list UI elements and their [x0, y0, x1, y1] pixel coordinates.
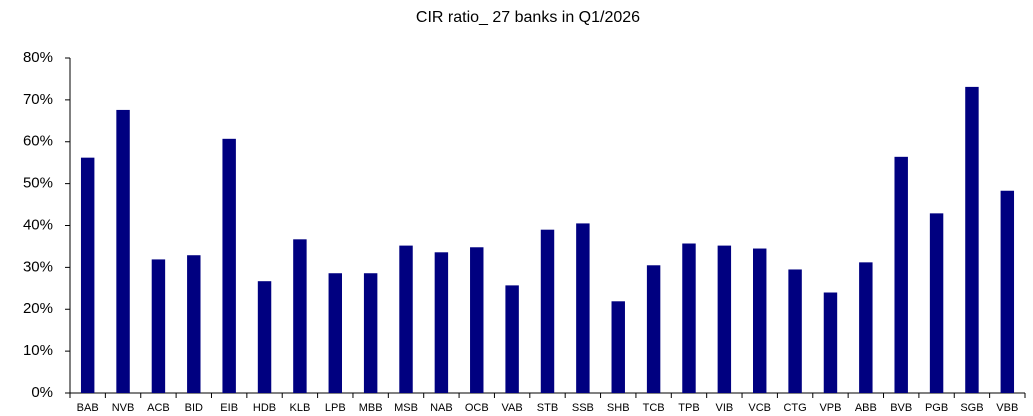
x-tick-label: BVB — [890, 402, 912, 414]
x-tick-label: MBB — [359, 402, 383, 414]
x-tick-label: STB — [537, 402, 558, 414]
bar — [80, 157, 95, 393]
bar — [788, 269, 802, 393]
y-tick-label: 50% — [23, 175, 53, 192]
bar — [753, 248, 767, 393]
bar — [222, 138, 236, 393]
x-tick-label: BAB — [77, 402, 99, 414]
y-tick-label: 20% — [23, 300, 53, 317]
x-tick-label: SGB — [960, 402, 983, 414]
bar — [540, 229, 555, 393]
x-tick-label: MSB — [394, 402, 418, 414]
bar — [470, 247, 484, 393]
bar — [505, 285, 519, 393]
x-tick-label: ABB — [855, 402, 877, 414]
x-tick-label: TPB — [678, 402, 699, 414]
bar — [187, 255, 201, 393]
x-tick-label: BID — [185, 402, 203, 414]
bar — [363, 273, 378, 393]
y-tick-label: 70% — [23, 91, 53, 108]
bar — [434, 252, 449, 393]
x-tick-label: TCB — [643, 402, 665, 414]
bar — [293, 239, 307, 393]
x-tick-label: PGB — [925, 402, 948, 414]
y-tick-label: 80% — [23, 49, 53, 66]
y-tick-label: 0% — [31, 384, 53, 401]
y-tick-label: 40% — [23, 216, 53, 233]
y-tick-label: 30% — [23, 258, 53, 275]
x-tick-label: VAB — [502, 402, 523, 414]
x-tick-label: KLB — [290, 402, 311, 414]
y-tick-label: 10% — [23, 342, 53, 359]
bar — [116, 109, 130, 394]
x-tick-label: VCB — [748, 402, 771, 414]
bar — [717, 245, 732, 393]
bar — [929, 213, 944, 393]
x-tick-label: SSB — [572, 402, 594, 414]
bar — [823, 292, 838, 393]
bar — [859, 262, 873, 393]
x-tick-label: VIB — [715, 402, 733, 414]
bar — [151, 259, 166, 393]
bar — [257, 281, 272, 393]
x-tick-label: SHB — [607, 402, 630, 414]
x-tick-label: VBB — [996, 402, 1018, 414]
x-tick-label: NVB — [112, 402, 135, 414]
x-tick-label: EIB — [220, 402, 238, 414]
bar — [1000, 190, 1015, 393]
bar — [328, 273, 342, 393]
bar — [611, 301, 625, 393]
chart-title: CIR ratio_ 27 banks in Q1/2026 — [416, 9, 640, 26]
bar — [894, 156, 908, 393]
bar — [965, 86, 979, 394]
x-tick-label: HDB — [253, 402, 276, 414]
x-tick-label: LPB — [325, 402, 346, 414]
bar — [646, 265, 661, 393]
bar — [399, 245, 413, 393]
x-tick-label: NAB — [430, 402, 453, 414]
bar — [576, 223, 590, 393]
y-tick-label: 60% — [23, 133, 53, 150]
x-tick-label: ACB — [147, 402, 170, 414]
x-tick-label: VPB — [819, 402, 841, 414]
x-tick-label: OCB — [465, 402, 489, 414]
bar — [682, 243, 696, 393]
x-tick-label: CTG — [783, 402, 806, 414]
